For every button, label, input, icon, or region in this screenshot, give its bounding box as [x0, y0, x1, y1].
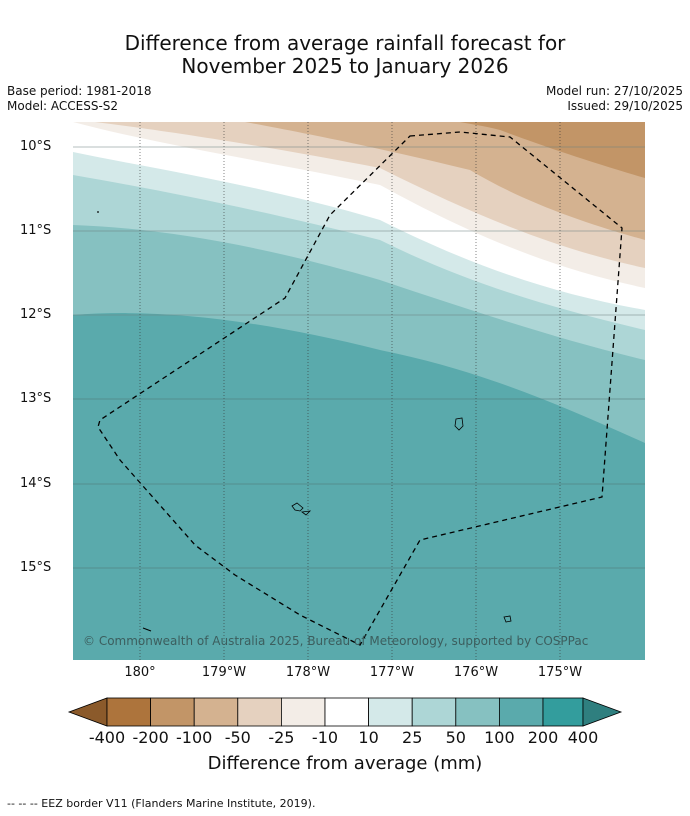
band-minus50-100 [245, 122, 645, 240]
lon-label-180: 180° [124, 665, 156, 680]
gridlines [73, 122, 645, 660]
islet-central [300, 510, 312, 516]
colorbar-segment [237, 697, 282, 727]
colorbar [67, 697, 623, 727]
colorbar-segment [542, 697, 584, 727]
colorbar-segment [498, 697, 544, 727]
lat-label-15s: 15°S [20, 560, 52, 575]
lat-label-14s: 14°S [20, 476, 52, 491]
colorbar-segment [193, 697, 239, 727]
lon-label-176w: 176°W [453, 665, 499, 680]
colorbar-tick-label: 400 [567, 728, 599, 747]
colorbar-tick-label: 50 [445, 728, 466, 747]
lon-label-177w: 177°W [369, 665, 415, 680]
lat-label-13s: 13°S [20, 391, 52, 406]
chart-title: Difference from average rainfall forecas… [0, 32, 690, 78]
colorbar-segment [411, 697, 457, 727]
colorbar-tick-label: 25 [402, 728, 423, 747]
lon-label-179w: 179°W [201, 665, 247, 680]
colorbar-tick-label: -100 [176, 728, 213, 747]
rainfall-field [73, 122, 645, 660]
band-minus100-200 [460, 122, 645, 178]
meta-right: Model run: 27/10/2025 Issued: 29/10/2025 [546, 84, 683, 114]
lon-label-175w: 175°W [537, 665, 583, 680]
colorbar-tick-label: -10 [311, 728, 339, 747]
lat-label-11s: 11°S [20, 223, 52, 238]
issued-date: Issued: 29/10/2025 [567, 99, 683, 113]
colorbar-tick-label: 200 [527, 728, 559, 747]
lat-label-12s: 12°S [20, 307, 52, 322]
colorbar-segment [324, 697, 369, 727]
title-line-2: November 2025 to January 2026 [181, 54, 509, 78]
colorbar-max-extension [582, 697, 623, 727]
eez-legend: -- -- -- EEZ border V11 (Flanders Marine… [7, 797, 316, 810]
colorbar-tick-label: -400 [88, 728, 126, 747]
islet-northwest [97, 211, 99, 213]
colorbar-tick-label: -25 [268, 728, 295, 747]
colorbar-segment [106, 697, 151, 727]
colorbar-tick-label: -50 [224, 728, 251, 747]
model-name: Model: ACCESS-S2 [7, 99, 119, 113]
colorbar-tick-label: 100 [484, 728, 515, 747]
colorbar-segment [280, 697, 326, 727]
colorbar-title: Difference from average (mm) [207, 753, 483, 774]
colorbar-segment [455, 697, 500, 727]
model-run: Model run: 27/10/2025 [545, 84, 683, 98]
base-period: Base period: 1981-2018 [7, 84, 152, 98]
reef-southwest [142, 627, 152, 632]
islands [97, 211, 512, 632]
colorbar-segment [150, 697, 195, 727]
island-southeast [503, 615, 512, 623]
lon-label-178w: 178°W [285, 665, 331, 680]
colorbar-segment [368, 697, 413, 727]
colorbar-tick-label: 10 [358, 728, 379, 747]
copyright-notice: © Commonwealth of Australia 2025, Bureau… [83, 634, 589, 648]
colorbar-tick-label: -200 [132, 728, 169, 747]
eez-border [97, 131, 623, 646]
colorbar-min-extension [67, 697, 108, 727]
island-central [291, 502, 304, 512]
title-line-1: Difference from average rainfall forecas… [124, 31, 566, 55]
island-east [454, 417, 464, 431]
meta-left: Base period: 1981-2018 Model: ACCESS-S2 [7, 84, 152, 114]
lat-label-10s: 10°S [20, 139, 52, 154]
